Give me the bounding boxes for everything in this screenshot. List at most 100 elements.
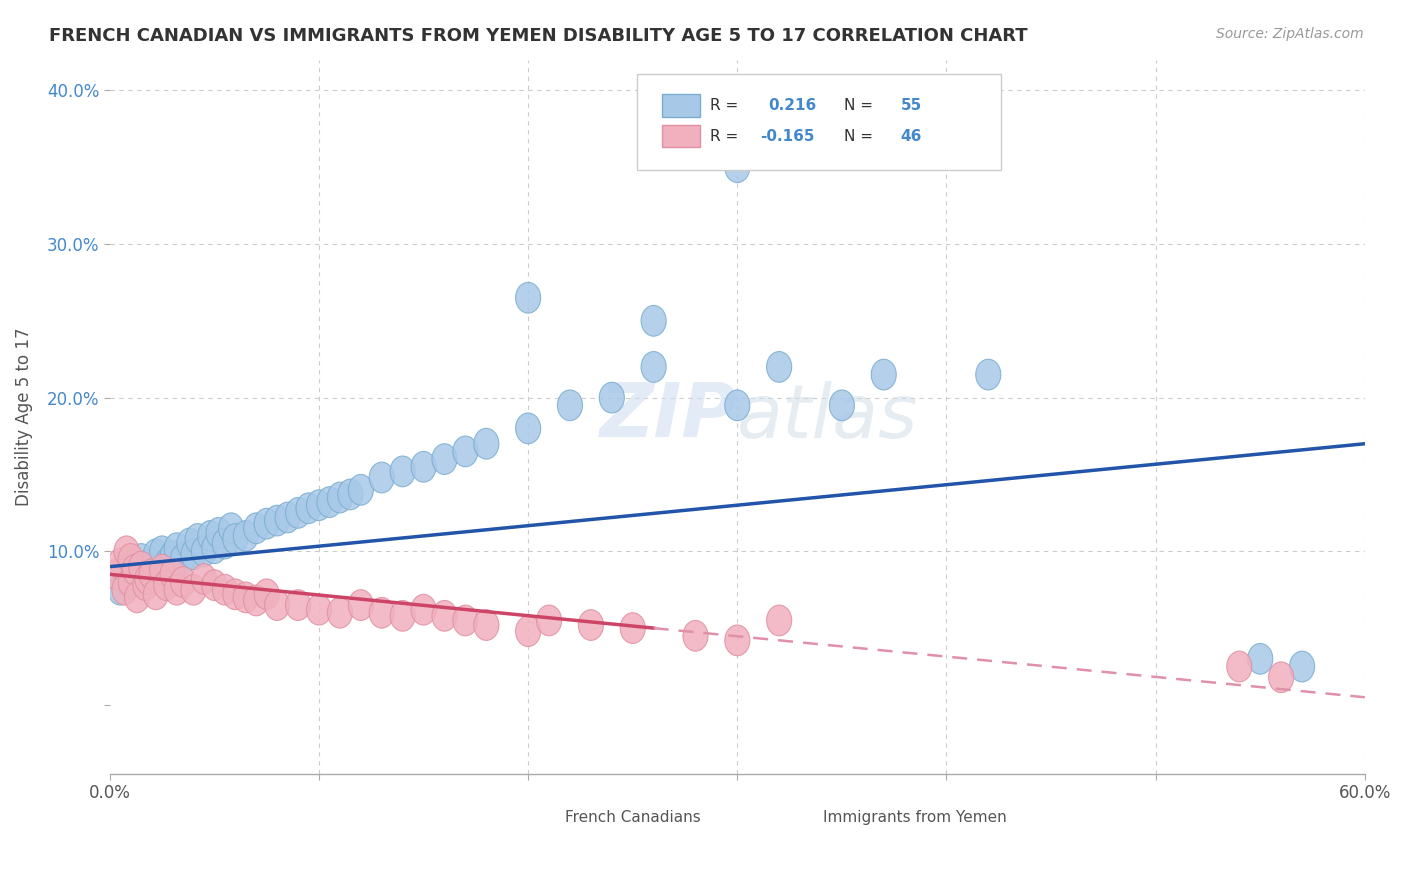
Ellipse shape bbox=[683, 621, 709, 651]
Text: 46: 46 bbox=[900, 128, 922, 144]
Ellipse shape bbox=[202, 533, 226, 564]
Ellipse shape bbox=[297, 493, 321, 524]
Ellipse shape bbox=[724, 390, 749, 421]
Ellipse shape bbox=[411, 594, 436, 625]
Ellipse shape bbox=[724, 152, 749, 183]
Ellipse shape bbox=[432, 443, 457, 475]
Ellipse shape bbox=[243, 513, 269, 543]
Text: ZIP: ZIP bbox=[600, 380, 737, 453]
Ellipse shape bbox=[872, 359, 896, 390]
Ellipse shape bbox=[766, 605, 792, 636]
Ellipse shape bbox=[177, 528, 202, 559]
Text: N =: N = bbox=[844, 98, 873, 112]
Text: R =: R = bbox=[710, 128, 738, 144]
Ellipse shape bbox=[620, 613, 645, 643]
Ellipse shape bbox=[389, 600, 415, 632]
Ellipse shape bbox=[112, 574, 136, 605]
Ellipse shape bbox=[453, 436, 478, 467]
Ellipse shape bbox=[128, 551, 153, 582]
Text: R =: R = bbox=[710, 98, 738, 112]
Ellipse shape bbox=[264, 505, 290, 536]
Ellipse shape bbox=[181, 539, 207, 570]
Ellipse shape bbox=[474, 609, 499, 640]
Ellipse shape bbox=[191, 564, 217, 594]
Ellipse shape bbox=[122, 559, 148, 590]
Ellipse shape bbox=[139, 549, 165, 579]
Ellipse shape bbox=[516, 615, 541, 647]
Ellipse shape bbox=[218, 513, 243, 543]
Ellipse shape bbox=[1247, 643, 1272, 674]
Ellipse shape bbox=[143, 579, 169, 609]
Ellipse shape bbox=[135, 564, 160, 594]
Ellipse shape bbox=[328, 483, 353, 513]
Ellipse shape bbox=[143, 539, 169, 570]
Ellipse shape bbox=[766, 351, 792, 383]
Ellipse shape bbox=[724, 625, 749, 656]
Ellipse shape bbox=[285, 498, 311, 528]
Ellipse shape bbox=[212, 528, 238, 559]
Ellipse shape bbox=[830, 390, 855, 421]
Ellipse shape bbox=[165, 574, 190, 605]
Text: atlas: atlas bbox=[737, 381, 918, 453]
Ellipse shape bbox=[1268, 662, 1294, 693]
Y-axis label: Disability Age 5 to 17: Disability Age 5 to 17 bbox=[15, 327, 32, 506]
Ellipse shape bbox=[191, 536, 217, 566]
Ellipse shape bbox=[156, 547, 181, 577]
Ellipse shape bbox=[207, 517, 231, 549]
Ellipse shape bbox=[307, 594, 332, 625]
Ellipse shape bbox=[516, 283, 541, 313]
Ellipse shape bbox=[328, 598, 353, 628]
Ellipse shape bbox=[432, 600, 457, 632]
Ellipse shape bbox=[599, 383, 624, 413]
Ellipse shape bbox=[170, 566, 195, 598]
Ellipse shape bbox=[108, 574, 132, 605]
Ellipse shape bbox=[264, 590, 290, 621]
Ellipse shape bbox=[114, 536, 139, 566]
Ellipse shape bbox=[198, 521, 222, 551]
Ellipse shape bbox=[537, 605, 561, 636]
Ellipse shape bbox=[165, 533, 190, 564]
Text: Immigrants from Yemen: Immigrants from Yemen bbox=[823, 810, 1007, 825]
Ellipse shape bbox=[370, 462, 394, 493]
Ellipse shape bbox=[222, 579, 247, 609]
Ellipse shape bbox=[307, 490, 332, 521]
Ellipse shape bbox=[160, 541, 186, 571]
Ellipse shape bbox=[474, 428, 499, 459]
FancyBboxPatch shape bbox=[782, 807, 817, 828]
FancyBboxPatch shape bbox=[662, 125, 700, 147]
Ellipse shape bbox=[233, 582, 259, 613]
Ellipse shape bbox=[170, 543, 195, 574]
Ellipse shape bbox=[118, 566, 143, 598]
Ellipse shape bbox=[128, 543, 153, 574]
Ellipse shape bbox=[276, 502, 299, 533]
Ellipse shape bbox=[641, 351, 666, 383]
Ellipse shape bbox=[212, 574, 238, 605]
Ellipse shape bbox=[557, 390, 582, 421]
Ellipse shape bbox=[125, 582, 149, 613]
Text: 55: 55 bbox=[900, 98, 922, 112]
Ellipse shape bbox=[181, 574, 207, 605]
Ellipse shape bbox=[337, 479, 363, 510]
Ellipse shape bbox=[132, 570, 157, 600]
Ellipse shape bbox=[122, 554, 148, 585]
Ellipse shape bbox=[149, 536, 174, 566]
Ellipse shape bbox=[149, 554, 174, 585]
Ellipse shape bbox=[578, 609, 603, 640]
Ellipse shape bbox=[349, 590, 374, 621]
Ellipse shape bbox=[153, 570, 179, 600]
Ellipse shape bbox=[1227, 651, 1251, 681]
Ellipse shape bbox=[411, 451, 436, 483]
Ellipse shape bbox=[160, 559, 186, 590]
Ellipse shape bbox=[254, 579, 280, 609]
Ellipse shape bbox=[186, 524, 211, 554]
Ellipse shape bbox=[453, 605, 478, 636]
Ellipse shape bbox=[254, 508, 280, 539]
Text: -0.165: -0.165 bbox=[759, 128, 814, 144]
Text: FRENCH CANADIAN VS IMMIGRANTS FROM YEMEN DISABILITY AGE 5 TO 17 CORRELATION CHAR: FRENCH CANADIAN VS IMMIGRANTS FROM YEMEN… bbox=[49, 27, 1028, 45]
Ellipse shape bbox=[370, 598, 394, 628]
Text: Source: ZipAtlas.com: Source: ZipAtlas.com bbox=[1216, 27, 1364, 41]
FancyBboxPatch shape bbox=[662, 94, 700, 117]
Ellipse shape bbox=[139, 559, 165, 590]
Ellipse shape bbox=[233, 521, 259, 551]
Ellipse shape bbox=[114, 564, 139, 594]
